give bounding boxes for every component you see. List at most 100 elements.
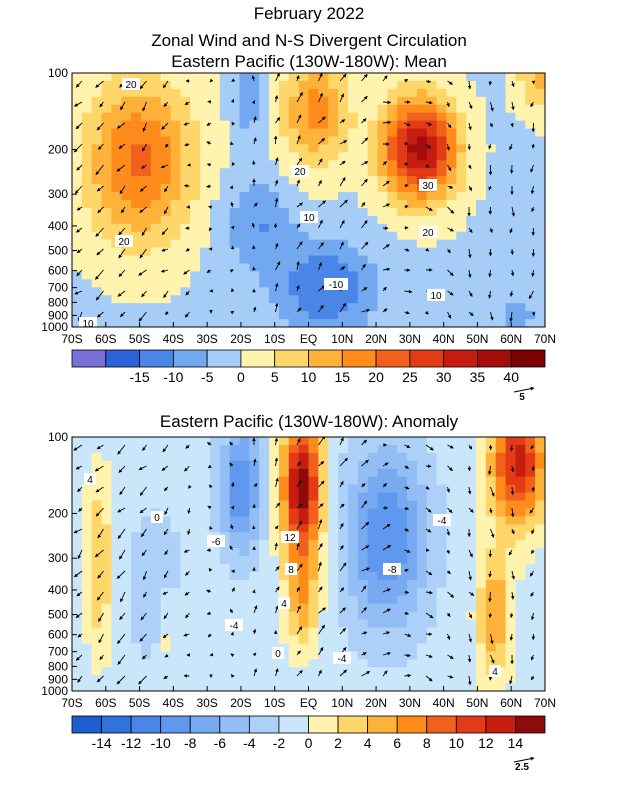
field-cell [200, 168, 211, 177]
field-cell [298, 88, 310, 98]
field-cell [249, 635, 260, 644]
circulation-arrow [510, 465, 515, 473]
field-cell [347, 492, 359, 502]
field-cell [446, 468, 457, 478]
field-cell [249, 476, 260, 486]
field-cell [515, 683, 526, 691]
field-cell [170, 444, 181, 454]
field-cell [485, 247, 497, 257]
field-cell [239, 579, 250, 589]
field-cell [150, 184, 162, 193]
field-cell [515, 659, 526, 668]
field-cell [121, 184, 132, 193]
field-cell [140, 579, 152, 589]
field-cell [259, 611, 270, 621]
field-cell [91, 120, 103, 130]
circulation-arrow [117, 507, 126, 513]
field-cell [121, 508, 132, 517]
field-cell [298, 279, 310, 288]
field-cell [170, 603, 181, 613]
field-cell [278, 484, 290, 494]
field-cell [288, 160, 300, 169]
field-cell [525, 112, 536, 122]
field-cell [200, 247, 211, 257]
field-cell [397, 160, 408, 169]
field-cell [485, 88, 497, 98]
field-cell [180, 73, 191, 82]
field-cell [436, 675, 448, 684]
circulation-arrow [509, 311, 513, 322]
field-cell [466, 452, 477, 462]
field-cell [298, 683, 310, 691]
field-cell [347, 643, 359, 652]
x-tick-label: EQ [300, 696, 317, 710]
field-cell [416, 287, 428, 296]
field-cell [200, 579, 211, 589]
field-cell [308, 564, 319, 573]
field-cell [436, 279, 448, 288]
field-cell [485, 595, 497, 605]
field-cell [111, 287, 122, 296]
field-cell [140, 207, 152, 217]
field-cell [170, 247, 181, 257]
field-cell [535, 152, 545, 161]
field-cell [111, 152, 122, 161]
reference-arrow [513, 386, 535, 393]
field-cell [328, 619, 339, 629]
circulation-arrow [467, 675, 472, 686]
field-cell [229, 437, 241, 446]
field-cell [397, 659, 408, 668]
field-cell [229, 88, 241, 98]
field-cell [121, 247, 132, 257]
circulation-arrow [296, 307, 302, 313]
field-cell [456, 532, 467, 541]
circulation-arrow [185, 247, 190, 252]
field-cell [456, 303, 467, 312]
field-cell [515, 136, 526, 146]
circulation-arrow [382, 544, 392, 551]
field-cell [101, 223, 113, 233]
circulation-arrow [208, 567, 213, 572]
field-cell [239, 184, 250, 193]
field-cell [239, 263, 250, 273]
field-cell [259, 571, 270, 581]
field-cell [446, 492, 457, 502]
field-cell [456, 136, 467, 146]
field-cell [535, 112, 545, 122]
field-cell [446, 120, 457, 130]
field-cell [466, 611, 477, 621]
field-cell [347, 104, 359, 114]
field-cell [466, 524, 477, 533]
field-cell [72, 659, 83, 668]
field-cell [416, 96, 428, 106]
field-cell [269, 184, 280, 193]
field-cell [426, 207, 438, 217]
field-cell [485, 136, 497, 146]
field-cell [367, 144, 379, 153]
field-cell [466, 271, 477, 280]
field-cell [377, 587, 388, 597]
field-cell [239, 239, 250, 249]
field-cell [111, 437, 122, 446]
field-cell [407, 595, 418, 605]
field-cell [81, 287, 93, 296]
field-cell [436, 168, 448, 177]
circulation-arrow [339, 480, 344, 488]
circulation-arrow [361, 585, 367, 593]
field-cell [338, 311, 349, 320]
circulation-arrow [488, 185, 492, 191]
circulation-arrow [252, 589, 256, 594]
circulation-arrow [446, 528, 451, 536]
field-cell [387, 603, 398, 613]
field-cell [436, 532, 448, 541]
field-cell [249, 532, 260, 541]
field-cell [229, 311, 241, 320]
field-cell [259, 263, 270, 273]
colorbar-swatch [515, 715, 546, 734]
field-cell [81, 247, 93, 257]
field-cell [456, 516, 467, 525]
field-cell [387, 112, 398, 122]
field-cell [407, 311, 418, 320]
field-cell [505, 73, 517, 82]
field-cell [416, 667, 428, 676]
